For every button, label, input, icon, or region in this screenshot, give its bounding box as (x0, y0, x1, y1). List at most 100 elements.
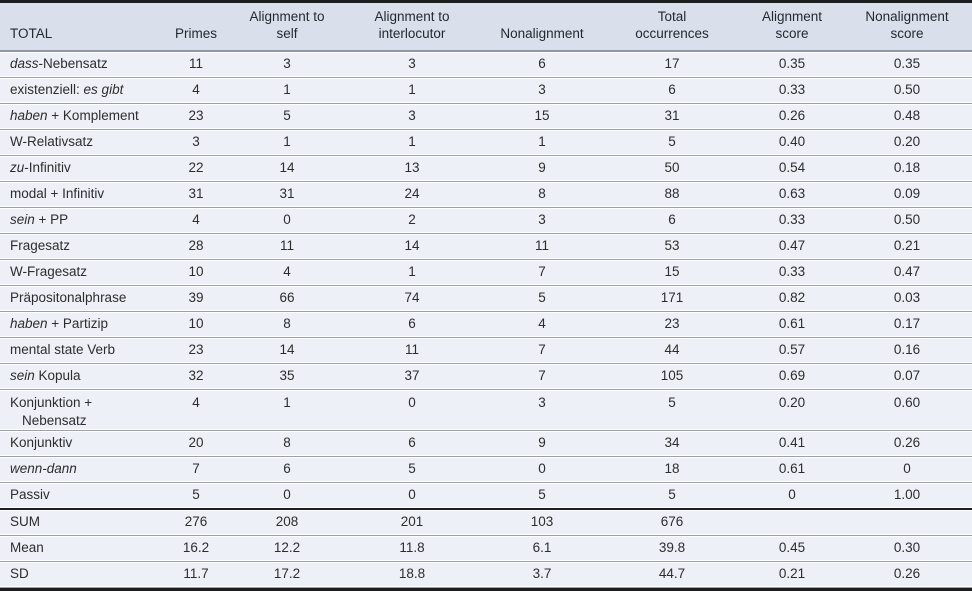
row-label: Konjunktion + Nebensatz (10, 394, 93, 428)
cell: 0.16 (893, 341, 921, 357)
cell: 44.7 (658, 565, 686, 581)
cell: 50 (664, 159, 680, 175)
cell: 0.26 (893, 434, 921, 450)
cell: 0.17 (893, 315, 921, 331)
cell: 0.50 (893, 211, 921, 227)
table-row: SUM 276 208 201 103 676 (0, 509, 972, 536)
cell: 0.45 (778, 539, 806, 555)
cell: 44 (664, 341, 680, 357)
cell: 6 (668, 81, 676, 97)
cell: 1 (538, 133, 546, 149)
cell: 7 (538, 367, 546, 383)
column-header-nonalignment: Nonalignment (500, 26, 584, 42)
cell: 22 (188, 159, 204, 175)
row-label: existenziell: es gibt (10, 81, 124, 97)
cell: 7 (538, 341, 546, 357)
cell: 0 (408, 394, 416, 410)
cell: 6 (538, 55, 546, 71)
cell: 8 (538, 185, 546, 201)
cell: 0.21 (893, 237, 921, 253)
cell: 0 (283, 486, 291, 502)
cell: 0.21 (778, 565, 806, 581)
cell: 9 (538, 159, 546, 175)
cell: 11.8 (399, 539, 425, 555)
cell: 88 (664, 185, 680, 201)
cell: 5 (408, 460, 416, 476)
table-row: W-Fragesatz 10 4 1 7 15 0.33 0.47 (0, 259, 972, 286)
table-row: Fragesatz 28 11 14 11 53 0.47 0.21 (0, 233, 972, 260)
table-row: wenn-dann 7 6 5 0 18 0.61 0 (0, 456, 972, 483)
cell: 3 (538, 394, 546, 410)
cell: 0.26 (778, 107, 806, 123)
cell: 10 (188, 263, 204, 279)
table-row: modal + Infinitiv 31 31 24 8 88 0.63 0.09 (0, 181, 972, 208)
row-label: sein + PP (10, 211, 69, 227)
cell: 0.69 (778, 367, 806, 383)
row-label: SUM (10, 513, 40, 529)
table-row: Präpositonalphrase 39 66 74 5 171 0.82 0.03 (0, 285, 972, 312)
cell: 0.30 (893, 539, 921, 555)
cell: 6.1 (532, 539, 552, 555)
cell: 16.2 (182, 539, 210, 555)
cell: 7 (538, 263, 546, 279)
cell: 0.61 (778, 460, 806, 476)
cell: 0.18 (893, 159, 921, 175)
cell: 1.00 (893, 486, 921, 502)
cell: 31 (188, 185, 204, 201)
row-label: Fragesatz (10, 237, 71, 253)
cell: 11 (188, 55, 203, 71)
cell: 276 (184, 513, 208, 529)
row-label: Passiv (10, 486, 50, 502)
cell: 0.35 (778, 55, 806, 71)
row-label: modal + Infinitiv (10, 185, 105, 201)
cell: 0.33 (778, 263, 806, 279)
cell: 5 (192, 486, 200, 502)
column-header-primes: Primes (174, 26, 217, 42)
cell: 201 (400, 513, 424, 529)
table-row: W-Relativsatz 3 1 1 1 5 0.40 0.20 (0, 129, 972, 156)
cell: 14 (404, 237, 420, 253)
cell: 0.40 (778, 133, 806, 149)
cell: 3 (538, 211, 546, 227)
cell: 5 (283, 107, 291, 123)
row-label: haben + Komplement (10, 107, 139, 123)
cell: 1 (408, 133, 416, 149)
cell: 4 (538, 315, 546, 331)
column-header-total: TOTAL (10, 26, 53, 42)
table-row: Konjunktion + Nebensatz 4 1 0 3 5 0.20 0.60 (0, 389, 972, 431)
cell: 0.60 (893, 394, 921, 410)
cell: 0.57 (778, 341, 806, 357)
cell: 8 (283, 315, 291, 331)
cell: 6 (408, 434, 416, 450)
column-header-alignment-to-interlocutor: Alignment to interlocutor (374, 9, 450, 42)
cell: 5 (668, 133, 676, 149)
cell: 0 (283, 211, 291, 227)
table-row: SD 11.7 17.2 18.8 3.7 44.7 0.21 0.26 (0, 561, 972, 588)
cell: 1 (283, 81, 291, 97)
cell: 0 (903, 460, 911, 476)
cell: 0.61 (778, 315, 806, 331)
cell: 0.41 (778, 434, 806, 450)
cell: 14 (279, 341, 295, 357)
cell: 24 (404, 185, 420, 201)
cell: 53 (664, 237, 680, 253)
cell: 4 (192, 211, 200, 227)
cell: 0.20 (893, 133, 921, 149)
row-label: dass-Nebensatz (10, 55, 108, 71)
cell: 37 (404, 367, 420, 383)
cell: 3 (283, 55, 291, 71)
cell: 3 (408, 107, 416, 123)
cell: 4 (192, 81, 200, 97)
row-label: sein Kopula (10, 367, 81, 383)
cell: 0.48 (893, 107, 921, 123)
cell: 208 (275, 513, 299, 529)
cell: 0.33 (778, 81, 806, 97)
row-label: Mean (10, 539, 44, 555)
cell: 15 (664, 263, 680, 279)
cell: 66 (279, 289, 295, 305)
cell: 32 (188, 367, 204, 383)
table-body: dass-Nebensatz 11 3 3 6 17 0.35 0.35 existenziel… (0, 51, 972, 588)
cell: 11 (404, 341, 419, 357)
cell: 9 (538, 434, 546, 450)
cell: 1 (408, 81, 416, 97)
